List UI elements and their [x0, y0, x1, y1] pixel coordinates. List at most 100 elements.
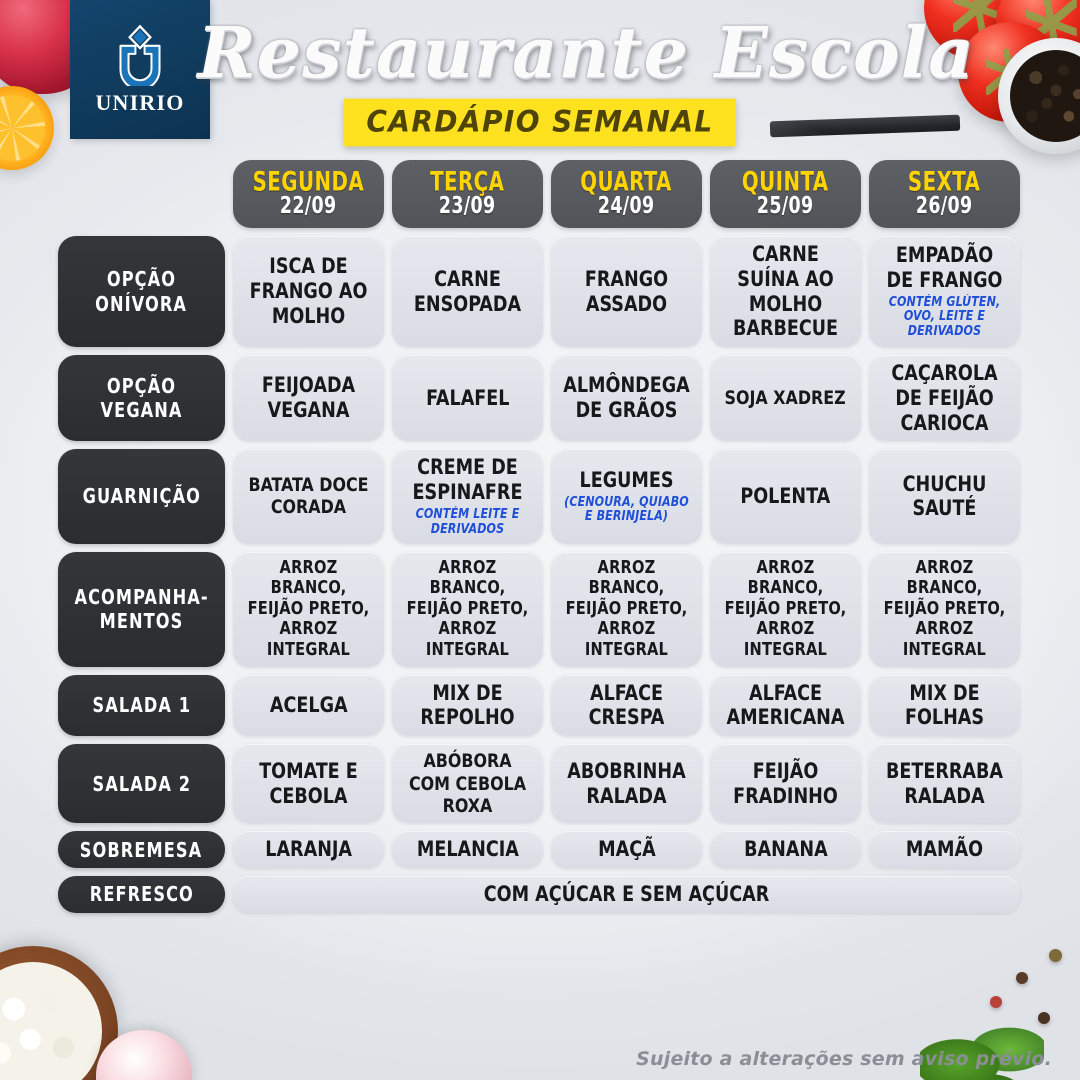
row-label-refresco: REFRESCO — [58, 876, 225, 913]
dish-name: ACELGA — [269, 693, 348, 718]
menu-cell: BATATA DOCE CORADA — [233, 449, 384, 544]
menu-cell-refresco: COM AÇÚCAR E SEM AÇÚCAR — [233, 876, 1020, 913]
row-label-line1: ACOMPANHA- — [74, 584, 209, 609]
dish-name: FEIJÃO FRADINHO — [733, 759, 838, 808]
day-date: 22/09 — [280, 193, 337, 220]
dish-name: LEGUMES — [579, 467, 674, 492]
dish-name: CREME DE ESPINAFRE — [412, 455, 523, 505]
dish-name: COM AÇÚCAR E SEM AÇÚCAR — [483, 882, 770, 907]
menu-cell: ISCA DE FRANGO AO MOLHO — [233, 236, 384, 348]
menu-cell: CARNE ENSOPADA — [392, 236, 543, 348]
menu-cell: MELANCIA — [392, 831, 543, 869]
menu-cell: EMPADÃO DE FRANGO CONTÉM GLÚTEN, OVO, LE… — [869, 236, 1020, 348]
row-label-guarnicao: GUARNIÇÃO — [58, 449, 225, 544]
menu-cell: CAÇAROLA DE FEIJÃO CARIOCA — [869, 355, 1020, 442]
dish-name: ARROZ BRANCO, FEIJÃO PRETO, ARROZ INTEGR… — [883, 557, 1006, 661]
unirio-logo: UNIRIO — [70, 0, 210, 139]
menu-cell: CHUCHU SAUTÉ — [869, 449, 1020, 544]
day-date: 23/09 — [439, 193, 496, 220]
dish-name: MELANCIA — [416, 837, 519, 862]
day-date: 26/09 — [916, 193, 973, 220]
poster-header: UNIRIO Restaurante Escola CARDÁPIO SEMAN… — [0, 0, 1080, 150]
dish-name: BETERRABA RALADA — [885, 759, 1004, 808]
row-label-line1: OPÇÃO — [106, 267, 177, 292]
page-title: Restaurante Escola — [197, 10, 975, 94]
menu-cell: ARROZ BRANCO, FEIJÃO PRETO, ARROZ INTEGR… — [392, 551, 543, 667]
dish-name: MIX DE FOLHAS — [904, 680, 985, 730]
day-header-sexta: SEXTA 26/09 — [869, 160, 1020, 228]
day-name: SEGUNDA — [252, 166, 365, 198]
day-date: 24/09 — [598, 193, 655, 220]
menu-grid: SEGUNDA 22/09 TERÇA 23/09 QUARTA 24/09 Q… — [58, 160, 1020, 913]
day-header-segunda: SEGUNDA 22/09 — [233, 160, 384, 228]
menu-cell: ARROZ BRANCO, FEIJÃO PRETO, ARROZ INTEGR… — [551, 551, 702, 667]
menu-cell: FEIJÃO FRADINHO — [710, 744, 861, 824]
day-header-quarta: QUARTA 24/09 — [551, 160, 702, 228]
row-label-line1: REFRESCO — [89, 882, 194, 907]
dish-name: ALMÔNDEGA DE GRÃOS — [563, 373, 690, 423]
row-label-line1: OPÇÃO — [106, 373, 177, 398]
row-label-line1: GUARNIÇÃO — [82, 484, 201, 509]
dish-name: ARROZ BRANCO, FEIJÃO PRETO, ARROZ INTEGR… — [565, 557, 688, 661]
menu-cell: MAÇÃ — [551, 831, 702, 869]
menu-cell: SOJA XADREZ — [710, 355, 861, 442]
dish-name: ALFACE AMERICANA — [726, 680, 845, 730]
unirio-logo-text: UNIRIO — [95, 89, 185, 115]
row-label-acompanhamentos: ACOMPANHA- MENTOS — [58, 551, 225, 667]
grid-corner-spacer — [58, 160, 225, 228]
allergen-note: CONTÉM GLÚTEN, OVO, LEITE E DERIVADOS — [888, 294, 1001, 340]
dish-name: LARANJA — [265, 837, 352, 862]
dish-name: MIX DE REPOLHO — [420, 680, 515, 730]
day-header-terca: TERÇA 23/09 — [392, 160, 543, 228]
dish-name: ARROZ BRANCO, FEIJÃO PRETO, ARROZ INTEGR… — [724, 557, 847, 661]
dish-name: ARROZ BRANCO, FEIJÃO PRETO, ARROZ INTEGR… — [406, 557, 529, 661]
day-header-quinta: QUINTA 25/09 — [710, 160, 861, 228]
menu-cell: FRANGO ASSADO — [551, 236, 702, 348]
dish-name: ALFACE CRESPA — [588, 680, 665, 730]
dish-name: FRANGO ASSADO — [584, 266, 669, 316]
dish-name: BATATA DOCE CORADA — [248, 474, 369, 519]
menu-cell: MIX DE FOLHAS — [869, 674, 1020, 737]
dish-name: EMPADÃO DE FRANGO — [886, 243, 1003, 292]
menu-cell: ABÓBORA COM CEBOLA ROXA — [392, 744, 543, 824]
subtitle-banner: CARDÁPIO SEMANAL — [344, 98, 736, 147]
menu-cell: ALFACE AMERICANA — [710, 674, 861, 737]
row-label-salada-2: SALADA 2 — [58, 744, 225, 824]
allergen-note: CONTÉM LEITE E DERIVADOS — [415, 506, 520, 537]
menu-cell: TOMATE E CEBOLA — [233, 744, 384, 824]
row-label-salada-1: SALADA 1 — [58, 674, 225, 737]
menu-cell: FALAFEL — [392, 355, 543, 442]
menu-cell: MIX DE REPOLHO — [392, 674, 543, 737]
menu-cell: ALMÔNDEGA DE GRÃOS — [551, 355, 702, 442]
day-name: TERÇA — [430, 166, 505, 198]
row-label-opcao-onivora: OPÇÃO ONÍVORA — [58, 236, 225, 348]
dish-name: ISCA DE FRANGO AO MOLHO — [249, 254, 368, 328]
unirio-emblem-icon — [119, 24, 161, 86]
row-label-line2: MENTOS — [99, 609, 184, 634]
menu-cell: POLENTA — [710, 449, 861, 544]
menu-cell: MAMÃO — [869, 831, 1020, 869]
dish-name: FALAFEL — [425, 385, 510, 410]
menu-cell: ARROZ BRANCO, FEIJÃO PRETO, ARROZ INTEGR… — [869, 551, 1020, 667]
dish-name: SOJA XADREZ — [724, 387, 847, 409]
day-name: QUARTA — [580, 166, 673, 198]
dish-name: CARNE ENSOPADA — [413, 266, 522, 316]
menu-cell: ARROZ BRANCO, FEIJÃO PRETO, ARROZ INTEGR… — [233, 551, 384, 667]
menu-cell: ARROZ BRANCO, FEIJÃO PRETO, ARROZ INTEGR… — [710, 551, 861, 667]
day-name: SEXTA — [908, 166, 981, 198]
menu-cell: CREME DE ESPINAFRE CONTÉM LEITE E DERIVA… — [392, 449, 543, 544]
menu-cell: ACELGA — [233, 674, 384, 737]
dish-name: CARNE SUÍNA AO MOLHO BARBECUE — [732, 242, 839, 341]
menu-cell: FEIJOADA VEGANA — [233, 355, 384, 442]
dish-name: ABÓBORA COM CEBOLA ROXA — [408, 750, 527, 818]
dish-name: ARROZ BRANCO, FEIJÃO PRETO, ARROZ INTEGR… — [247, 557, 370, 661]
dish-name: POLENTA — [740, 484, 831, 509]
day-date: 25/09 — [757, 193, 814, 220]
dish-name: MAMÃO — [905, 837, 984, 862]
menu-cell: CARNE SUÍNA AO MOLHO BARBECUE — [710, 236, 861, 348]
menu-cell: BANANA — [710, 831, 861, 869]
row-label-line2: ONÍVORA — [95, 291, 188, 316]
row-label-line1: SALADA 2 — [92, 771, 191, 796]
row-label-sobremesa: SOBREMESA — [58, 831, 225, 869]
menu-cell: LARANJA — [233, 831, 384, 869]
